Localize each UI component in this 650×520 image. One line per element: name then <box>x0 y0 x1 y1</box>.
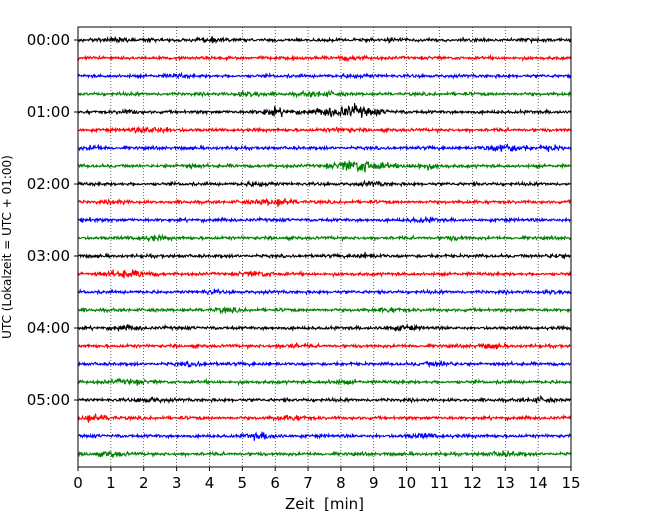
trace-0145 <box>77 160 572 174</box>
trace-0400 <box>77 323 572 333</box>
trace-0200 <box>77 179 572 188</box>
x-tick-label: 5 <box>238 474 248 492</box>
x-tick-label: 7 <box>303 474 313 492</box>
trace-0500 <box>77 394 572 405</box>
trace-0045 <box>77 89 572 99</box>
trace-0100 <box>77 102 572 118</box>
trace-0300 <box>77 251 572 260</box>
trace-0130 <box>77 143 572 153</box>
x-tick-label: 8 <box>336 474 346 492</box>
x-tick-label: 10 <box>397 474 416 492</box>
trace-0230 <box>77 215 572 224</box>
x-tick-label: 13 <box>496 474 515 492</box>
x-tick-label: 11 <box>430 474 449 492</box>
trace-0015 <box>77 53 572 63</box>
x-tick-label: 3 <box>172 474 182 492</box>
y-tick-label: 05:00 <box>27 391 70 409</box>
x-tick-label: 1 <box>106 474 116 492</box>
trace-0245 <box>77 233 572 243</box>
trace-0415 <box>77 341 572 351</box>
trace-0030 <box>78 71 572 80</box>
trace-0315 <box>77 269 572 279</box>
y-tick-label: 02:00 <box>27 175 70 193</box>
y-axis-ticks: 00:00 01:00 02:00 03:00 04:00 05:00 <box>27 31 78 409</box>
trace-0345 <box>77 306 572 315</box>
x-axis-ticks: 0 1 2 3 4 5 6 7 8 9 10 11 12 13 14 15 <box>73 467 581 492</box>
trace-0545 <box>77 450 572 459</box>
y-tick-label: 00:00 <box>27 31 70 49</box>
trace-0445 <box>77 377 572 387</box>
x-tick-label: 2 <box>139 474 149 492</box>
trace-0000 <box>77 35 572 45</box>
trace-0215 <box>77 197 572 208</box>
x-tick-label: 15 <box>561 474 580 492</box>
y-tick-label: 03:00 <box>27 247 70 265</box>
x-tick-label: 0 <box>73 474 83 492</box>
x-tick-label: 6 <box>270 474 280 492</box>
y-tick-label: 04:00 <box>27 319 70 337</box>
trace-0530 <box>77 431 572 441</box>
y-tick-label: 01:00 <box>27 103 70 121</box>
trace-0430 <box>77 359 572 369</box>
x-tick-label: 14 <box>529 474 548 492</box>
seismic-traces <box>77 35 572 459</box>
trace-0515 <box>77 413 572 423</box>
y-axis-label: UTC (Lokalzeit = UTC + 01:00) <box>0 155 14 339</box>
plot-frame <box>77 26 572 468</box>
x-tick-label: 12 <box>463 474 482 492</box>
x-axis-label: Zeit [min] <box>285 495 364 513</box>
x-tick-label: 9 <box>369 474 379 492</box>
trace-0115 <box>77 125 572 135</box>
trace-0330 <box>77 287 572 297</box>
x-tick-label: 4 <box>205 474 215 492</box>
